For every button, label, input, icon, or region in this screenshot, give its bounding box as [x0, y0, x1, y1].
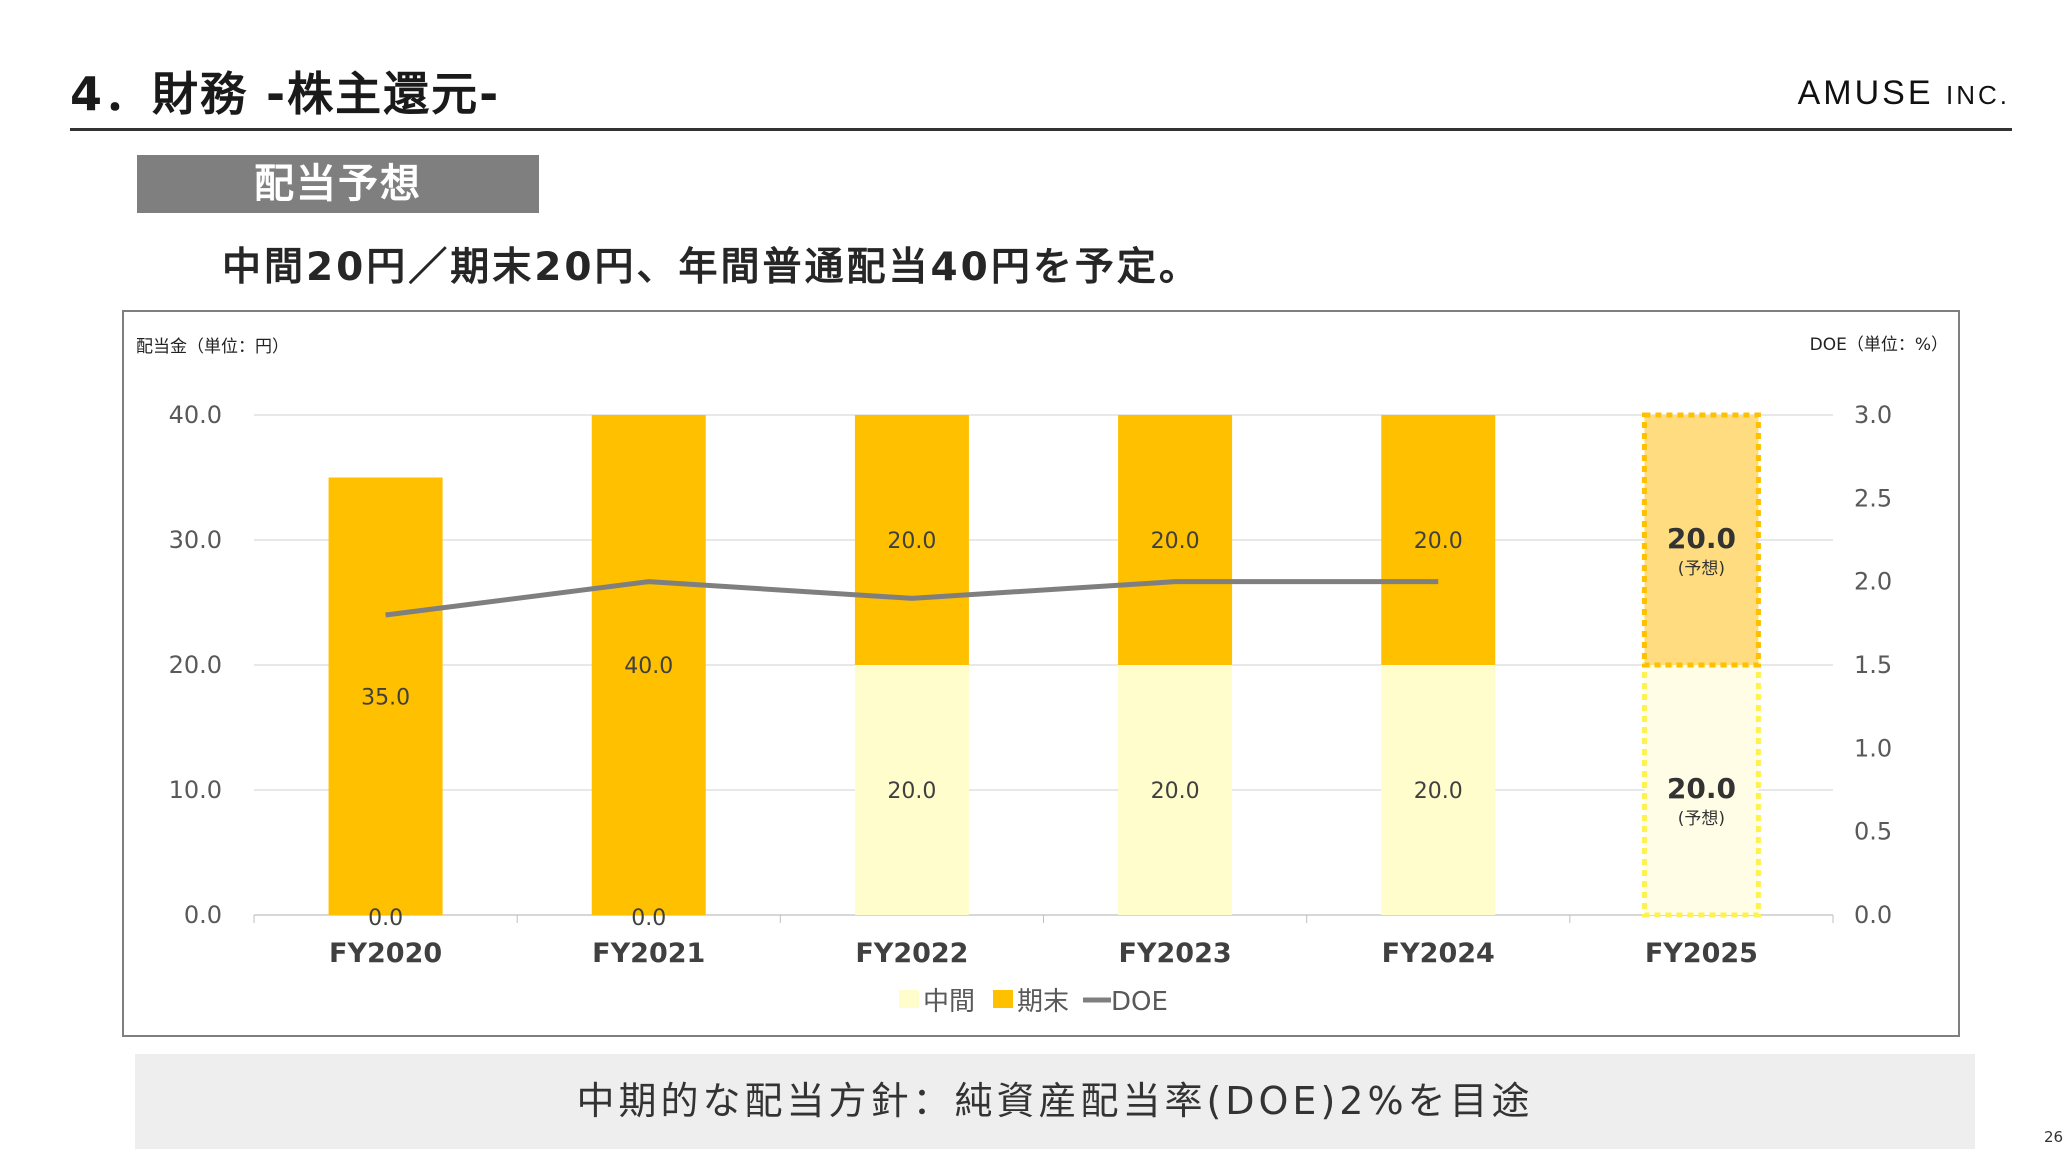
bar-final — [591, 415, 706, 915]
data-label-interim: 20.0 — [887, 779, 936, 804]
legend-label: 期末 — [1017, 987, 1069, 1017]
data-label-interim: 0.0 — [631, 906, 666, 931]
bar-final — [1118, 415, 1233, 665]
x-category-label: FY2023 — [1119, 938, 1232, 969]
bar-final — [1641, 412, 1761, 668]
y2-tick-label: 3.0 — [1854, 401, 1892, 429]
left-axis-title: 配当金（単位：円） — [136, 337, 289, 357]
bar-interim — [854, 665, 969, 915]
section-tag: 配当予想 — [137, 155, 539, 213]
legend-label: 中間 — [923, 987, 975, 1017]
x-category-label: FY2022 — [855, 938, 968, 969]
data-label-final: 20.0 — [1414, 529, 1463, 554]
forecast-note: (予想) — [1678, 559, 1725, 579]
dividend-chart: 配当金（単位：円） DOE（単位：%） 0.0 10.0 20.0 30.0 40.0 0.0… — [136, 335, 1948, 1017]
bar-final — [1381, 415, 1496, 665]
y-tick-label: 0.0 — [184, 901, 222, 929]
x-category-label: FY2021 — [592, 938, 705, 969]
logo-suffix: INC. — [1946, 80, 2010, 110]
y2-tick-label: 0.0 — [1854, 901, 1892, 929]
data-label-final: 20.0 — [1667, 522, 1736, 555]
lead-text: 中間20円／期末20円、年間普通配当40円を予定。 — [222, 245, 1201, 290]
legend-swatch — [899, 990, 919, 1008]
data-label-interim: 20.0 — [1414, 779, 1463, 804]
bar-final — [328, 477, 443, 915]
page-number: 26 — [2044, 1128, 2064, 1146]
data-label-final: 35.0 — [361, 685, 410, 710]
y-tick-label: 10.0 — [169, 776, 222, 804]
y2-tick-label: 2.5 — [1854, 484, 1892, 512]
x-category-label: FY2020 — [329, 938, 442, 969]
legend-label: DOE — [1111, 987, 1168, 1017]
data-label-final: 40.0 — [624, 654, 673, 679]
legend-swatch — [993, 990, 1013, 1008]
page-title: 4．財務 -株主還元- — [70, 67, 501, 121]
bar-interim — [1118, 665, 1233, 915]
data-label-final: 20.0 — [1151, 529, 1200, 554]
right-axis-title: DOE（単位：%） — [1810, 335, 1948, 355]
y-tick-label: 30.0 — [169, 526, 222, 554]
y2-tick-label: 0.5 — [1854, 818, 1892, 846]
logo-text: AMUSE — [1797, 74, 1934, 112]
header-divider — [70, 128, 2012, 131]
y2-tick-label: 2.0 — [1854, 568, 1892, 596]
y-tick-label: 20.0 — [169, 651, 222, 679]
data-label-interim: 20.0 — [1667, 772, 1736, 805]
company-logo: AMUSE INC. — [1798, 74, 2010, 113]
chart-frame: 配当金（単位：円） DOE（単位：%） 0.0 10.0 20.0 30.0 40.0 0.0… — [122, 310, 1960, 1037]
bar-interim — [1381, 665, 1496, 915]
forecast-note: (予想) — [1678, 809, 1725, 829]
y2-tick-label: 1.5 — [1854, 651, 1892, 679]
y-tick-label: 40.0 — [169, 401, 222, 429]
policy-banner: 中期的な配当方針：純資産配当率(DOE)2%を目途 — [135, 1054, 1975, 1149]
x-category-label: FY2024 — [1382, 938, 1495, 969]
data-label-interim: 0.0 — [368, 906, 403, 931]
x-category-label: FY2025 — [1645, 938, 1758, 969]
data-label-interim: 20.0 — [1151, 779, 1200, 804]
data-label-final: 20.0 — [887, 529, 936, 554]
y2-tick-label: 1.0 — [1854, 734, 1892, 762]
bar-final — [854, 415, 969, 665]
